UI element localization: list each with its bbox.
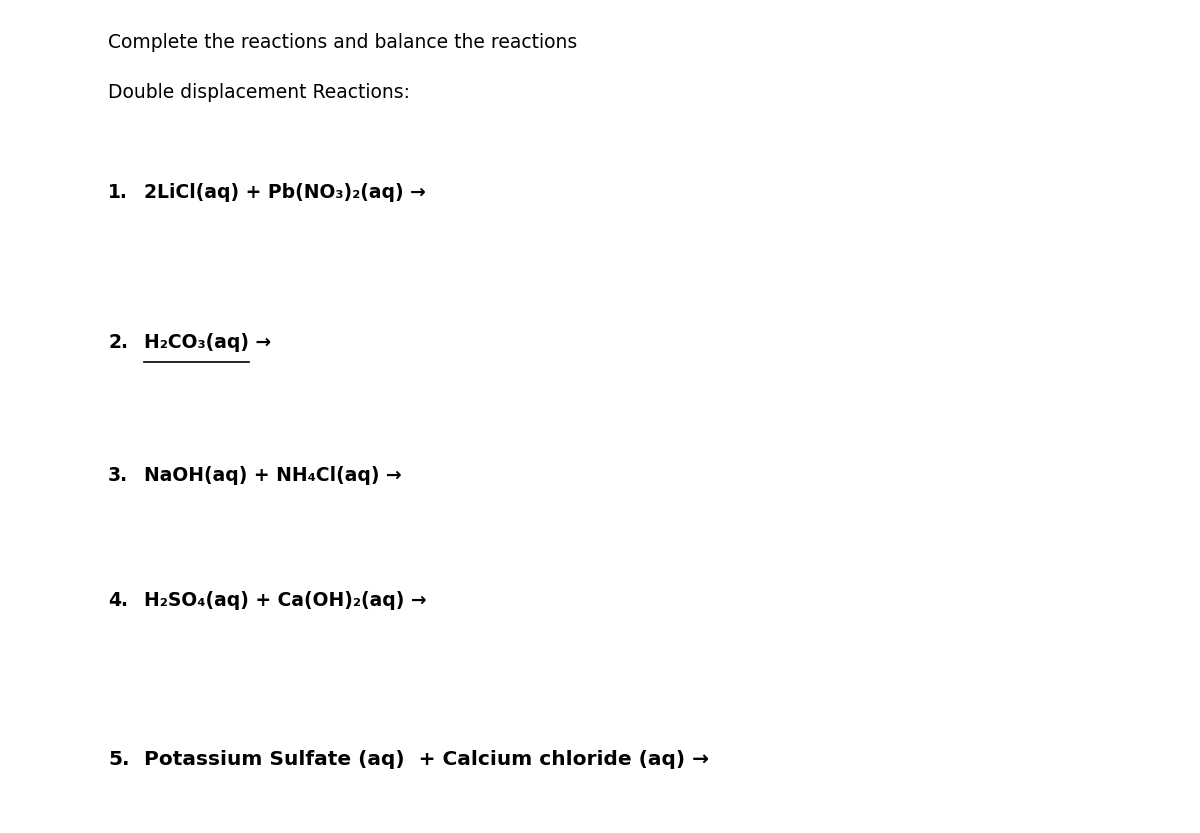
Text: Potassium Sulfate (aq)  + Calcium chloride (aq) →: Potassium Sulfate (aq) + Calcium chlorid…	[144, 750, 709, 769]
Text: Double displacement Reactions:: Double displacement Reactions:	[108, 83, 410, 102]
Text: 3.: 3.	[108, 466, 128, 486]
Text: 4.: 4.	[108, 591, 128, 611]
Text: 2.: 2.	[108, 333, 128, 352]
Text: 2LiCl(aq) + Pb(NO₃)₂(aq) →: 2LiCl(aq) + Pb(NO₃)₂(aq) →	[144, 183, 426, 202]
Text: 1.: 1.	[108, 183, 128, 202]
Text: Complete the reactions and balance the reactions: Complete the reactions and balance the r…	[108, 33, 577, 52]
Text: H₂SO₄(aq) + Ca(OH)₂(aq) →: H₂SO₄(aq) + Ca(OH)₂(aq) →	[144, 591, 427, 611]
Text: H₂CO₃(aq) →: H₂CO₃(aq) →	[144, 333, 271, 352]
Text: 5.: 5.	[108, 750, 130, 769]
Text: NaOH(aq) + NH₄Cl(aq) →: NaOH(aq) + NH₄Cl(aq) →	[144, 466, 402, 486]
